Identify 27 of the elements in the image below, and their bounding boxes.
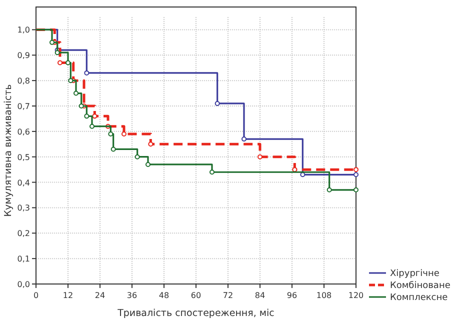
y-tick-label: 0,9: [17, 51, 30, 60]
y-tick-label: 0,7: [17, 102, 30, 111]
y-tick-label: 0,5: [17, 152, 30, 162]
x-tick-label: 96: [286, 291, 298, 300]
x-tick-label: 108: [316, 291, 332, 300]
x-tick-label: 36: [126, 291, 138, 300]
x-tick-label: 12: [62, 291, 74, 300]
y-tick-label: 0,6: [17, 127, 30, 136]
legend-label: Комбіноване: [390, 281, 451, 291]
x-tick-label: 120: [348, 291, 364, 300]
y-tick-label: 0,2: [17, 229, 30, 238]
y-tick-label: 0,4: [17, 178, 30, 188]
y-tick-label: 1,0: [17, 26, 30, 35]
x-axis-title: Тривалість спостереження, міс: [116, 308, 274, 319]
y-axis-title: Кумулятивна виживаність: [3, 84, 14, 217]
legend-label: Комплексне: [390, 293, 448, 303]
legend-label: Хірургічне: [390, 269, 440, 279]
x-tick-label: 72: [222, 291, 234, 300]
x-tick-label: 0: [33, 291, 39, 300]
y-tick-label: 0,1: [17, 254, 30, 264]
y-tick-label: 0,0: [17, 280, 30, 289]
x-tick-label: 84: [254, 291, 266, 300]
y-tick-label: 0,8: [17, 76, 30, 86]
x-tick-label: 48: [158, 291, 170, 300]
y-tick-label: 0,3: [17, 204, 30, 213]
x-tick-label: 24: [94, 291, 106, 300]
x-tick-label: 60: [190, 291, 202, 300]
